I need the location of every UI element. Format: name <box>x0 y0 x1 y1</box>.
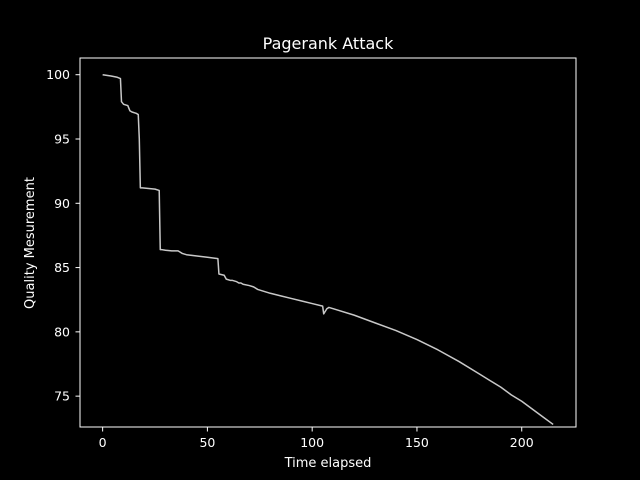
series-line-1 <box>102 73 554 426</box>
x-tick-label: 50 <box>199 435 215 450</box>
y-tick-label: 95 <box>54 132 70 147</box>
y-tick-label: 75 <box>54 389 70 404</box>
y-tick-label: 100 <box>46 67 70 82</box>
series-layer <box>102 73 554 426</box>
x-axis-ticks: 0 50 100 150 200 <box>99 427 534 450</box>
plot-frame <box>79 57 577 428</box>
chart-title: Pagerank Attack <box>263 34 394 53</box>
x-axis-label: Time elapsed <box>284 456 372 471</box>
x-tick-label: 100 <box>300 435 324 450</box>
y-tick-label: 80 <box>54 324 70 339</box>
y-axis-ticks: 75 80 85 90 95 100 <box>46 67 80 404</box>
axes-area: 0 50 100 150 200 75 80 85 90 95 100 <box>46 57 577 450</box>
x-tick-label: 0 <box>99 435 107 450</box>
y-tick-label: 85 <box>54 260 70 275</box>
y-axis-label: Quality Mesurement <box>23 177 38 309</box>
x-tick-label: 150 <box>405 435 429 450</box>
x-tick-label: 200 <box>510 435 534 450</box>
y-tick-label: 90 <box>54 196 70 211</box>
